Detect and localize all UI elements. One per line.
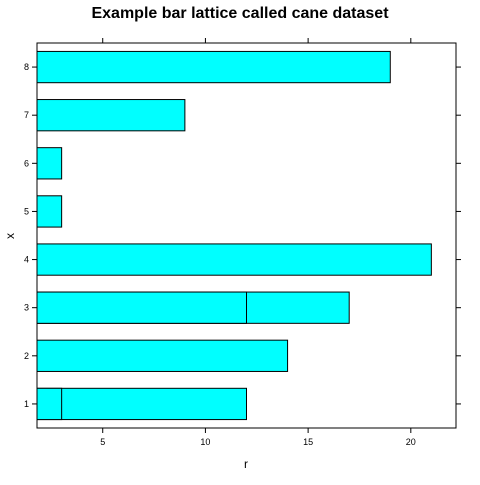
- y-tick-label-2: 2: [24, 351, 29, 361]
- y-tick-label-1: 1: [24, 399, 29, 409]
- ticks-layer: 5 10 15 20 1 2 3 4 5 6 7 8: [24, 38, 461, 447]
- chart-title: Example bar lattice called cane dataset: [91, 5, 389, 22]
- bar-1-s2: [36, 387, 247, 421]
- y-tick-label-7: 7: [24, 110, 29, 120]
- bar-2-s1: [36, 339, 289, 372]
- bars-layer: [36, 50, 432, 421]
- plot-frame: [36, 42, 457, 429]
- bar-3-s1: [36, 291, 247, 324]
- bar-1-s1: [36, 387, 63, 421]
- bar-5-s1: [36, 195, 63, 228]
- y-tick-label-4: 4: [24, 255, 29, 265]
- y-tick-label-5: 5: [24, 206, 29, 216]
- y-tick-label-6: 6: [24, 158, 29, 168]
- y-axis-label: x: [3, 233, 17, 239]
- y-tick-label-8: 8: [24, 62, 29, 72]
- bar-7-s1: [36, 99, 186, 132]
- x-tick-label-10: 10: [200, 437, 210, 447]
- bar-8-s1: [36, 50, 391, 84]
- x-tick-label-15: 15: [303, 437, 313, 447]
- x-axis-label: r: [244, 457, 248, 471]
- x-tick-label-20: 20: [406, 437, 416, 447]
- x-tick-label-5: 5: [100, 437, 105, 447]
- bar-6-s1: [36, 147, 63, 180]
- y-tick-label-3: 3: [24, 303, 29, 313]
- bar-4-s1: [36, 243, 432, 276]
